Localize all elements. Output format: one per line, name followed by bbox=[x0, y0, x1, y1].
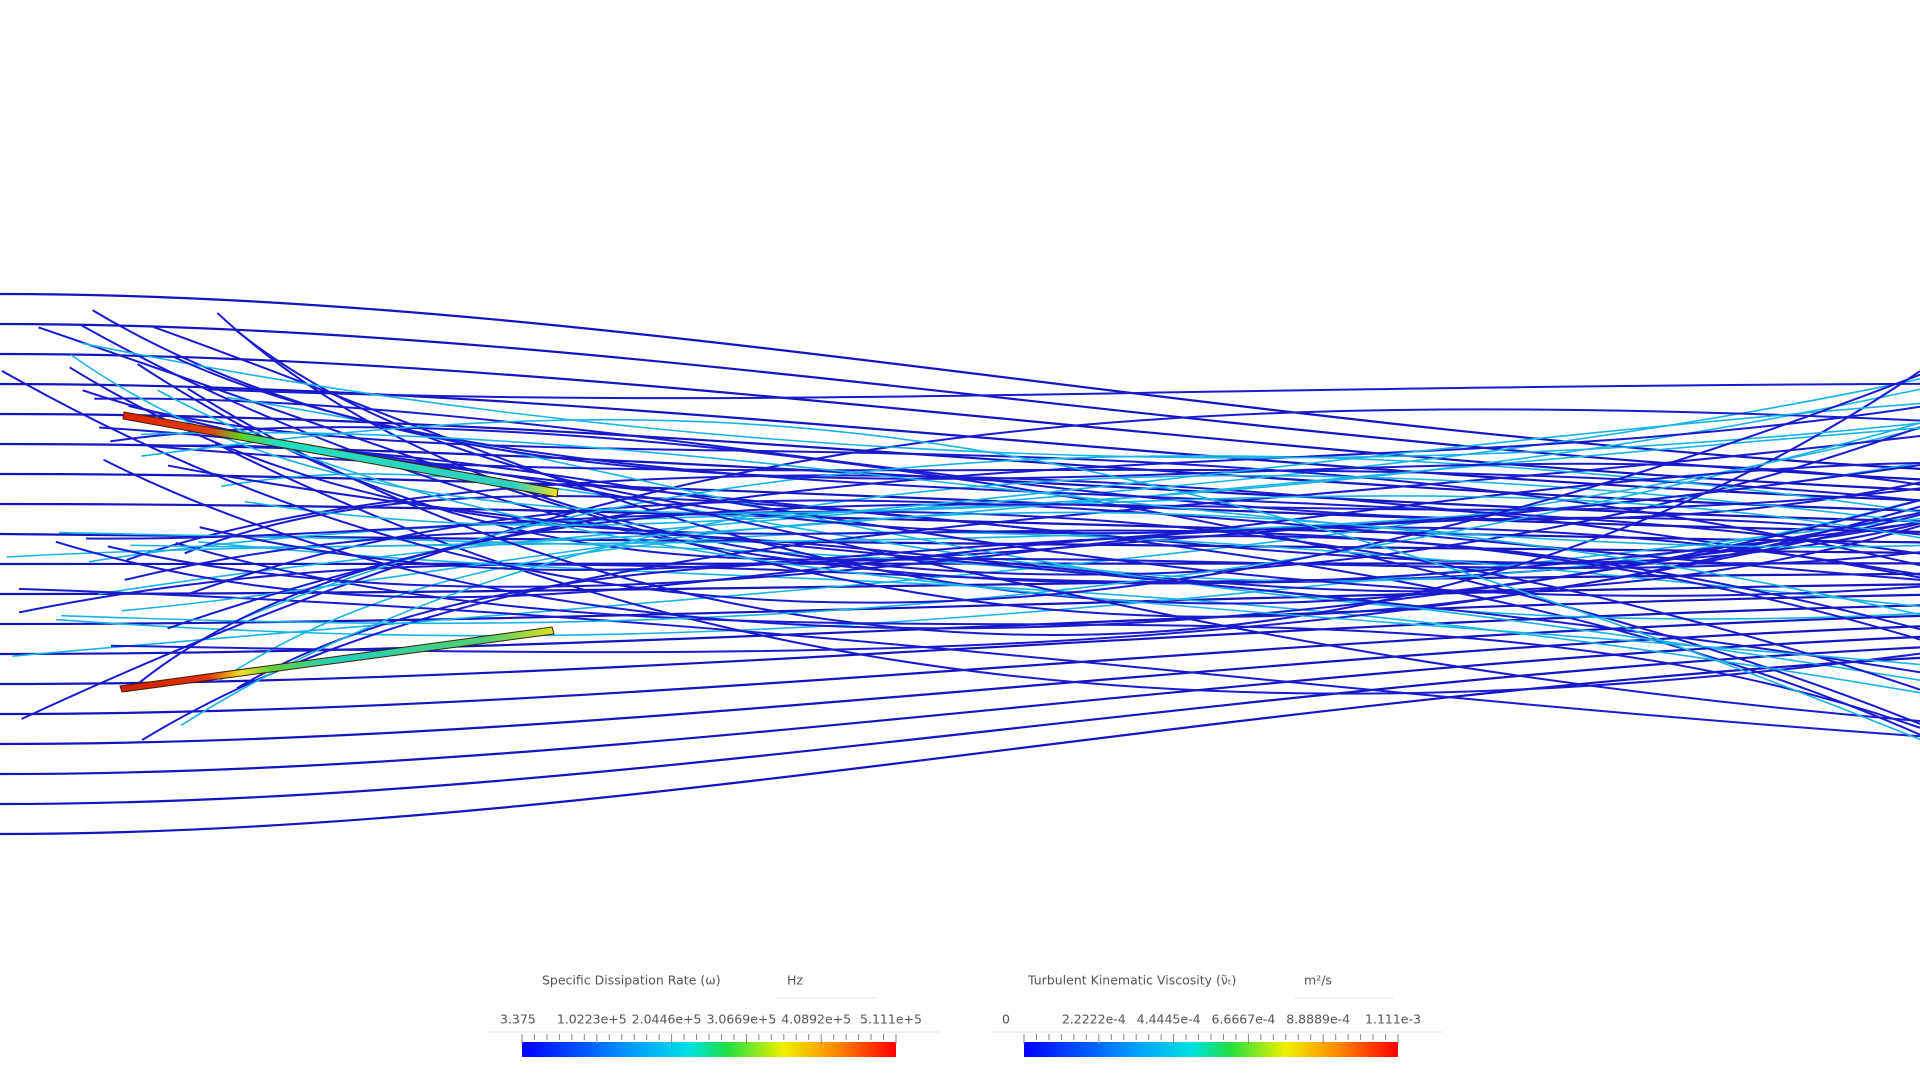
tick-label: 8.8889e-4 bbox=[1286, 1012, 1350, 1027]
streamline bbox=[103, 458, 1920, 630]
color-bar bbox=[522, 1042, 896, 1057]
streamline bbox=[0, 635, 1920, 776]
streamline bbox=[81, 342, 1920, 459]
tick-label: 6.6667e-4 bbox=[1211, 1012, 1275, 1027]
streamline bbox=[38, 326, 1920, 618]
plate bbox=[122, 411, 559, 498]
streamline bbox=[80, 324, 1920, 585]
legend: Specific Dissipation Rate (ω) Hz 3.375 1.02… bbox=[490, 973, 941, 1057]
legend-title: Turbulent Kinematic Viscosity (ν̃ₜ) bbox=[1027, 973, 1236, 988]
streamlines bbox=[0, 292, 1920, 836]
streamline bbox=[187, 370, 1920, 636]
streamline bbox=[140, 431, 1920, 548]
color-bar bbox=[1024, 1042, 1398, 1057]
tick-label: 0 bbox=[1002, 1012, 1010, 1027]
streamline bbox=[121, 511, 1920, 616]
legend-unit: m²/s bbox=[1304, 973, 1332, 988]
legend-unit: Hz bbox=[787, 973, 803, 988]
streamline bbox=[70, 354, 1920, 539]
streamline bbox=[167, 464, 1920, 674]
streamline bbox=[0, 656, 1920, 836]
tick-label: 3.0669e+5 bbox=[706, 1012, 776, 1027]
streamline bbox=[107, 461, 1920, 588]
streamline bbox=[99, 426, 1920, 723]
tick-label: 5.111e+5 bbox=[860, 1012, 922, 1027]
streamline bbox=[0, 472, 1920, 533]
streamline bbox=[236, 551, 1920, 690]
legend-title: Specific Dissipation Rate (ω) bbox=[542, 973, 721, 988]
streamline bbox=[141, 418, 1920, 741]
streamline bbox=[0, 292, 1920, 470]
legend: Turbulent Kinematic Viscosity (ν̃ₜ) m²/s 0… bbox=[992, 973, 1443, 1057]
tick-label: 1.111e-3 bbox=[1365, 1012, 1421, 1027]
streamline bbox=[157, 389, 1920, 666]
streamline bbox=[244, 402, 1920, 527]
streamline bbox=[86, 510, 1920, 691]
plate bbox=[119, 626, 555, 693]
streamline bbox=[69, 366, 1920, 641]
streamline bbox=[0, 614, 1920, 716]
streamline bbox=[207, 382, 1920, 400]
tick-label: 4.0892e+5 bbox=[781, 1012, 851, 1027]
streamline bbox=[172, 355, 1920, 555]
streamline bbox=[0, 646, 1920, 806]
streamline bbox=[124, 525, 1920, 593]
streamline bbox=[180, 474, 1920, 727]
streamline bbox=[18, 587, 1920, 738]
streamline bbox=[199, 526, 1920, 631]
tick-label: 2.0446e+5 bbox=[632, 1012, 702, 1027]
streamline bbox=[1, 370, 1920, 604]
streamline bbox=[185, 499, 1920, 596]
streamline bbox=[235, 329, 1920, 535]
tick-label: 4.4445e-4 bbox=[1137, 1012, 1201, 1027]
tick-label: 1.0223e+5 bbox=[557, 1012, 627, 1027]
streamline bbox=[0, 625, 1920, 746]
streamline bbox=[21, 408, 1920, 720]
streamline bbox=[141, 435, 1920, 741]
tick-label: 2.2222e-4 bbox=[1062, 1012, 1126, 1027]
tick-label: 3.375 bbox=[500, 1012, 536, 1027]
streamline bbox=[0, 322, 1920, 481]
legends: Specific Dissipation Rate (ω) Hz 3.375 1.02… bbox=[490, 973, 1443, 1057]
streamline bbox=[136, 487, 1920, 685]
